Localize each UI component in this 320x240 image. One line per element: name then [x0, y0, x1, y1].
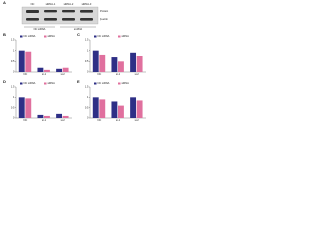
bar	[118, 61, 124, 72]
x-tick-label: NC	[97, 72, 101, 76]
y-tick-label: 1	[13, 95, 15, 99]
y-tick-label: 0.5	[11, 105, 15, 109]
bar	[44, 69, 50, 72]
y-tick-label: 0	[87, 70, 89, 74]
bar	[25, 98, 32, 118]
lane-label: siRNA-3	[82, 2, 92, 6]
y-tick-label: 0	[87, 116, 89, 120]
bar	[62, 115, 69, 118]
legend-label: siRNA	[48, 81, 56, 85]
figure: A Protein β-actin NC siRNA-1 siRNA-2 siR…	[3, 0, 146, 122]
legend-label: siRNA	[122, 34, 130, 38]
bar	[118, 105, 124, 118]
bar	[99, 99, 106, 118]
bar	[18, 50, 25, 72]
panel-letter: E	[77, 79, 80, 84]
lane-label: NC	[31, 2, 35, 6]
lane-label: siRNA-1	[46, 2, 56, 6]
bar	[111, 57, 118, 72]
panel-letter: D	[3, 79, 6, 84]
bar	[136, 56, 143, 72]
bar	[62, 67, 69, 72]
bar	[136, 100, 143, 118]
blot-membrane	[21, 6, 99, 25]
legend-label: NC siRNA	[98, 81, 110, 85]
x-tick-label: si-1	[116, 72, 121, 76]
blot-bands	[26, 10, 93, 21]
x-tick-label: si-1	[42, 118, 47, 122]
y-tick-label: 1.5	[85, 38, 89, 42]
bar	[111, 101, 118, 118]
y-tick-label: 1	[87, 95, 89, 99]
legend-swatch	[94, 35, 97, 38]
bar	[92, 97, 99, 118]
y-tick-label: 0.5	[85, 105, 89, 109]
panel-letter: A	[3, 0, 6, 5]
x-tick-label: si-1	[116, 118, 121, 122]
x-tick-label: si-1	[42, 72, 47, 76]
legend-label: NC siRNA	[24, 34, 36, 38]
legend-label: siRNA	[48, 34, 56, 38]
legend-swatch	[20, 82, 23, 85]
y-tick-label: 1	[87, 48, 89, 52]
x-tick-label: NC	[23, 72, 27, 76]
y-tick-label: 1.5	[11, 38, 15, 42]
y-tick-label: 1.5	[85, 85, 89, 89]
legend-swatch	[44, 35, 47, 38]
legend-label: NC siRNA	[98, 34, 110, 38]
legend-swatch	[118, 82, 121, 85]
bar	[37, 67, 44, 72]
bar	[25, 51, 32, 72]
y-tick-label: 1	[13, 48, 15, 52]
legend-label: siRNA	[122, 81, 130, 85]
x-tick-label: si-2	[61, 72, 66, 76]
legend-swatch	[118, 35, 121, 38]
band-label: β-actin	[100, 17, 108, 21]
y-tick-label: 0.5	[85, 59, 89, 63]
group-label: NC siRNA	[34, 27, 46, 31]
legend-swatch	[20, 35, 23, 38]
y-tick-label: 1.5	[11, 85, 15, 89]
band-label: Protein	[100, 9, 109, 13]
bar	[37, 114, 44, 118]
legend-swatch	[94, 82, 97, 85]
bar	[130, 97, 137, 118]
bar	[56, 68, 63, 72]
panel-letter: C	[77, 32, 80, 37]
x-tick-label: NC	[23, 118, 27, 122]
bar	[92, 50, 99, 72]
bar	[99, 54, 106, 72]
y-tick-label: 0	[13, 116, 15, 120]
x-tick-label: NC	[97, 118, 101, 122]
group-label: si-RNA	[74, 27, 82, 31]
bar	[18, 97, 25, 118]
x-tick-label: si-2	[135, 118, 140, 122]
x-tick-label: si-2	[135, 72, 140, 76]
legend-swatch	[44, 82, 47, 85]
legend-label: NC siRNA	[24, 81, 36, 85]
y-tick-label: 0.5	[11, 59, 15, 63]
panel-letter: B	[3, 32, 6, 37]
y-tick-label: 0	[13, 70, 15, 74]
bar	[130, 52, 137, 72]
lane-label: siRNA-2	[64, 2, 74, 6]
x-tick-label: si-2	[61, 118, 66, 122]
bar	[44, 115, 50, 118]
bar	[56, 113, 63, 118]
